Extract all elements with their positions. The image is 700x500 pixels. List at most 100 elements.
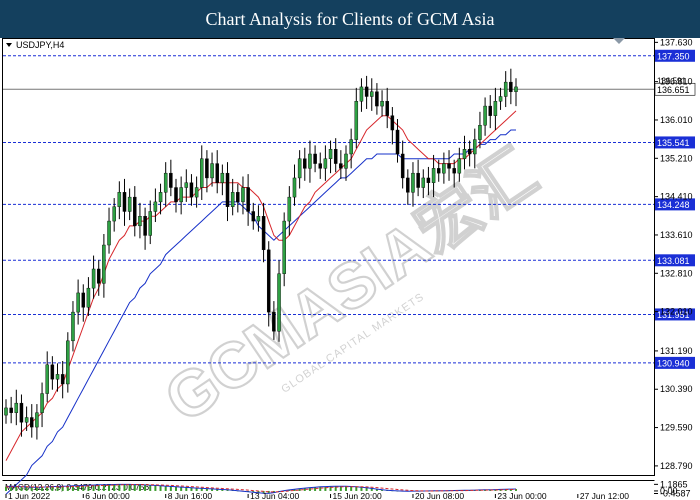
macd-histogram-bar <box>339 486 342 491</box>
price-tick-label: 136.810 <box>660 77 693 87</box>
candle-body <box>297 158 302 179</box>
candle-body <box>385 101 389 116</box>
macd-histogram-bar <box>360 487 363 491</box>
candle-body <box>282 220 286 274</box>
macd-histogram-bar <box>30 487 33 491</box>
price-tick-label: 133.610 <box>660 230 693 240</box>
macd-tick-label: 1.1865 <box>660 479 688 489</box>
macd-histogram-bar <box>102 484 105 491</box>
macd-histogram-bar <box>334 486 337 491</box>
candlesticks <box>4 68 518 440</box>
candle-body <box>447 163 451 169</box>
macd-histogram-bar <box>87 485 90 491</box>
candle-body <box>9 407 13 413</box>
candle-body <box>24 417 29 423</box>
macd-histogram-bar <box>272 490 275 493</box>
macd-histogram-bar <box>216 489 219 491</box>
candle-body <box>35 412 39 428</box>
candle-body <box>220 172 225 183</box>
macd-histogram-bar <box>41 487 44 491</box>
candle-body <box>467 148 472 155</box>
candle-body <box>4 407 8 416</box>
macd-histogram-bar <box>221 489 224 491</box>
candle-body <box>303 158 307 169</box>
time-tick-label: 27 Jun 12:00 <box>580 491 629 500</box>
candle-body <box>91 268 96 289</box>
candle-body <box>370 91 374 97</box>
macd-histogram-bar <box>180 487 183 491</box>
candle-body <box>272 311 276 332</box>
macd-panel: MACD(12,26,9) 0.3479 0.2723 0.0756 1.1865… <box>5 479 691 498</box>
candle-body <box>189 182 194 198</box>
candle-body <box>40 393 44 413</box>
candle-body <box>483 105 487 126</box>
candle-body <box>215 163 219 183</box>
macd-histogram-bar <box>515 489 517 491</box>
macd-histogram-bar <box>200 488 203 491</box>
macd-histogram-bar <box>61 486 64 491</box>
macd-histogram-bar <box>175 486 177 491</box>
shift-marker-icon[interactable] <box>613 38 625 44</box>
candle-body <box>76 292 80 313</box>
macd-histogram-bar <box>226 489 229 491</box>
macd-histogram-bar <box>35 487 38 491</box>
candle-body <box>498 96 503 102</box>
current-price-label-secondary: 136.591 <box>657 76 686 85</box>
candle-body <box>127 196 132 212</box>
time-tick-label: 15 Jun 20:00 <box>333 491 382 500</box>
candle-body <box>462 148 467 159</box>
macd-histogram-bar <box>123 484 126 491</box>
candle-body <box>339 163 343 169</box>
level-label: 135.541 <box>657 138 690 148</box>
candle-body <box>50 364 55 380</box>
macd-histogram-bar <box>128 484 131 491</box>
symbol-dropdown-icon[interactable] <box>6 43 12 47</box>
candle-body <box>503 81 508 97</box>
macd-histogram-bar <box>324 486 327 491</box>
macd-histogram-bar <box>314 487 317 491</box>
macd-histogram-bar <box>350 486 353 491</box>
macd-histogram-bar <box>149 485 152 491</box>
candle-body <box>323 158 328 169</box>
macd-histogram-bar <box>82 485 85 491</box>
macd-histogram-bar <box>288 489 291 491</box>
price-tick-label: 128.790 <box>660 461 693 471</box>
candle-body <box>308 153 312 169</box>
horizontal-levels <box>3 55 654 364</box>
symbol-label: USDJPY,H4 <box>16 40 64 50</box>
macd-histogram-bar <box>484 489 487 491</box>
candle-body <box>333 148 338 164</box>
macd-histogram-bar <box>262 490 265 494</box>
candle-body <box>19 402 24 423</box>
macd-histogram-bar <box>257 490 260 493</box>
macd-histogram-bar <box>185 487 188 491</box>
candle-body <box>488 105 492 116</box>
macd-histogram-bar <box>15 486 18 491</box>
candle-body <box>236 192 240 203</box>
macd-histogram-bar <box>267 490 270 494</box>
candle-body <box>411 172 415 193</box>
candle-body <box>241 187 245 203</box>
time-tick-label: 23 Jun 00:00 <box>497 491 546 500</box>
candle-body <box>457 158 462 174</box>
chart-title: Chart Analysis for Clients of GCM Asia <box>205 8 495 29</box>
moving-averages <box>5 110 517 495</box>
macd-histogram-bar <box>489 489 492 491</box>
macd-histogram-bar <box>138 484 141 491</box>
price-tick-label: 132.010 <box>660 307 693 317</box>
macd-histogram-bar <box>159 485 162 491</box>
candle-body <box>169 172 173 188</box>
candle-body <box>225 172 230 207</box>
candle-body <box>292 177 297 198</box>
candle-body <box>256 216 261 222</box>
macd-histogram-bar <box>97 484 100 491</box>
candle-body <box>194 187 199 198</box>
level-label-bg <box>655 254 695 267</box>
time-tick-label: 13 Jun 04:00 <box>250 491 299 500</box>
candle-body <box>210 163 214 179</box>
macd-histogram-bar <box>195 488 198 491</box>
ma-fast-line <box>5 110 517 461</box>
macd-histogram-bar <box>293 489 296 491</box>
candle-body <box>266 249 271 313</box>
price-tick-label: 131.190 <box>660 346 693 356</box>
